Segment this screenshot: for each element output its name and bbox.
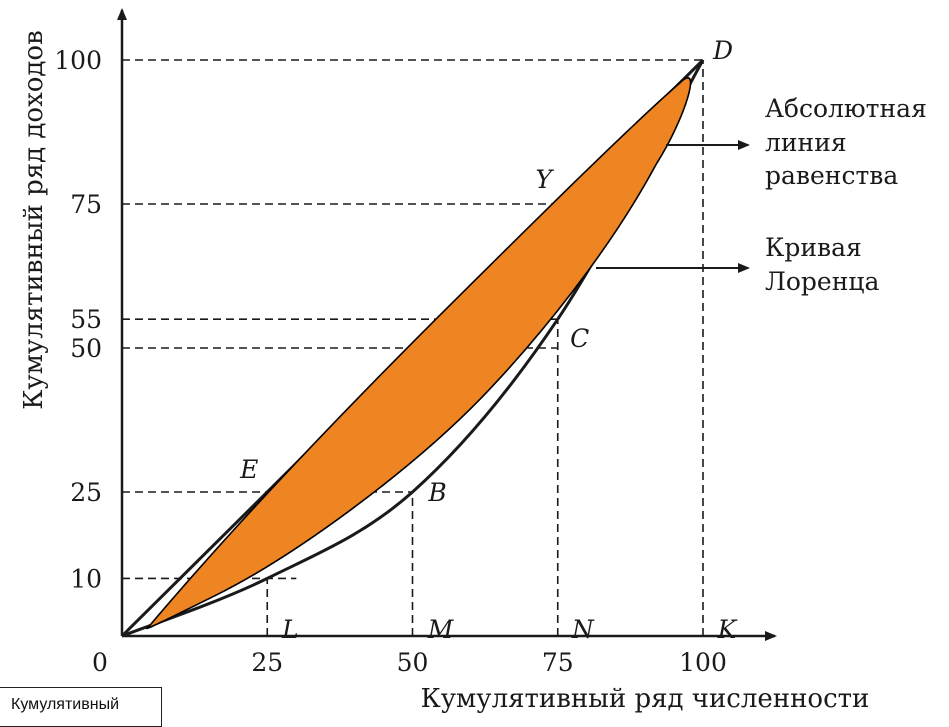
point-label-m: M [427, 615, 455, 644]
y-axis-title: Кумулятивный ряд доходов [19, 30, 49, 409]
y-tick-label: 10 [70, 564, 102, 593]
annotation-line: Лоренца [765, 267, 879, 296]
annotation-line: равенства [765, 161, 898, 190]
x-tick-label: 0 [92, 648, 108, 677]
point-label-y: Y [535, 165, 554, 194]
x-tick-label: 75 [542, 648, 574, 677]
point-label-d: D [712, 36, 733, 65]
annotation-equality-line: Абсолютная линия равенства [666, 94, 927, 190]
point-label-n: N [571, 615, 595, 644]
y-tick-label: 55 [70, 305, 102, 334]
highlight-shape [145, 76, 692, 630]
y-tick-label: 75 [70, 190, 102, 219]
x-tick-label: 100 [679, 648, 727, 677]
x-tick-label: 25 [251, 648, 283, 677]
annotation-lorenz-curve: Кривая Лоренца [596, 233, 879, 296]
point-label-k: K [717, 615, 738, 644]
cut-off-label: Кумулятивный [11, 696, 120, 713]
annotation-line: линия [765, 128, 847, 157]
annotation-line: Кривая [765, 233, 862, 262]
point-label-c: C [570, 324, 589, 353]
point-label-e: E [239, 455, 258, 484]
point-label-b: B [427, 478, 446, 507]
point-label-l: L [281, 615, 299, 644]
x-tick-label: 50 [397, 648, 429, 677]
x-axis-title: Кумулятивный ряд численности [421, 684, 870, 714]
y-tick-label: 100 [54, 46, 102, 75]
cut-off-label-box: Кумулятивный [0, 687, 162, 727]
x-tick-labels: 0 25 50 75 100 [92, 648, 727, 677]
y-tick-label: 25 [70, 478, 102, 507]
point-labels: D Y C E B L M N K [239, 36, 738, 644]
annotation-line: Абсолютная [765, 94, 927, 123]
y-tick-label: 50 [70, 334, 102, 363]
